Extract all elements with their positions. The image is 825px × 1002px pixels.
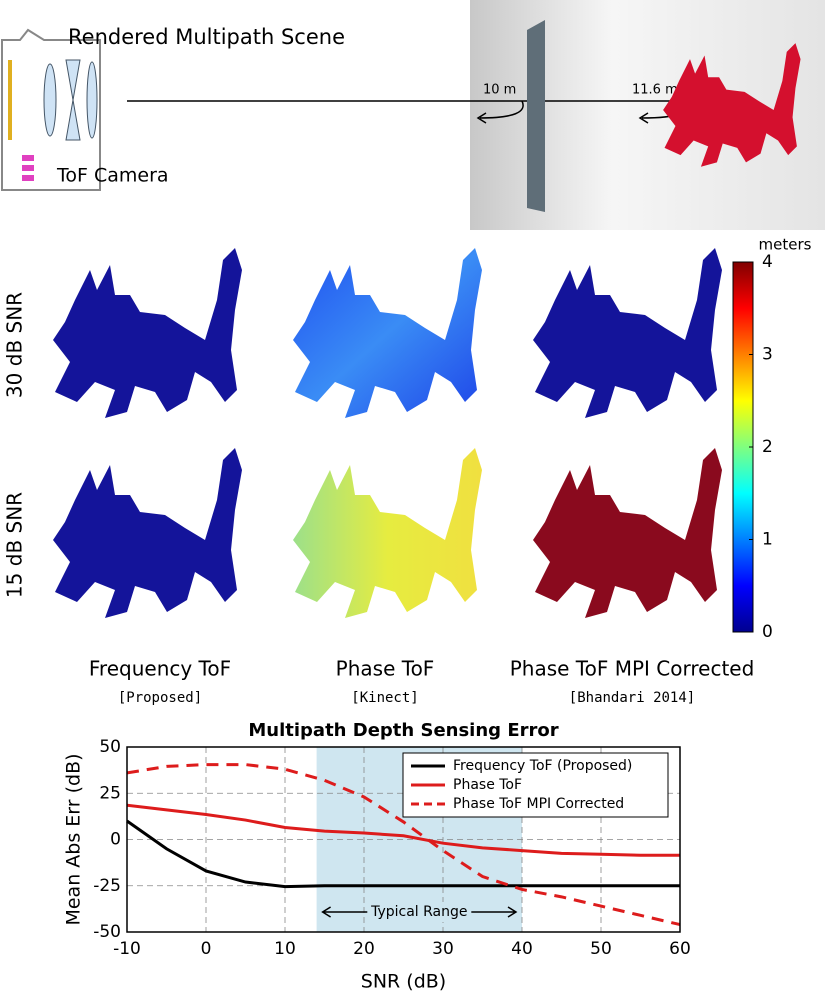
chart-title: Multipath Depth Sensing Error xyxy=(248,720,558,741)
column-note: [Bhandari 2014] xyxy=(569,690,695,706)
wall-distance: 10 m xyxy=(483,83,516,98)
y-tick-label: 50 xyxy=(99,737,121,757)
depth-map xyxy=(293,248,482,418)
plot-frame xyxy=(126,746,681,933)
legend-label: Phase ToF MPI Corrected xyxy=(453,796,624,812)
colorbar-tick-label: 3 xyxy=(762,345,773,365)
y-tick-label: 25 xyxy=(99,783,121,803)
y-tick-label: 0 xyxy=(110,830,121,850)
colorbar-tick-label: 4 xyxy=(762,252,773,272)
object-distance: 11.6 m xyxy=(632,83,678,98)
y-tick-label: -25 xyxy=(93,876,121,896)
row-label: 15 dB SNR xyxy=(3,492,27,598)
colorbar-label: meters xyxy=(759,236,812,254)
x-tick-label: 10 xyxy=(274,939,296,959)
row-label: 30 dB SNR xyxy=(3,292,27,398)
depth-map xyxy=(53,448,242,618)
depth-map xyxy=(53,248,242,418)
lens xyxy=(65,59,81,141)
annotation-bg xyxy=(367,902,472,922)
x-axis-label: SNR (dB) xyxy=(361,971,446,993)
x-tick-label: -10 xyxy=(113,939,141,959)
depth-map xyxy=(533,448,722,618)
lens xyxy=(43,63,57,137)
camera-label: ToF Camera xyxy=(56,165,169,187)
x-tick-label: 30 xyxy=(432,939,454,959)
x-tick-label: 50 xyxy=(590,939,612,959)
colorbar-tick-label: 2 xyxy=(762,437,773,457)
annotation: Typical Range xyxy=(370,904,467,920)
column-note: [Proposed] xyxy=(118,690,202,706)
camera-sensor xyxy=(8,60,12,140)
wall xyxy=(527,20,545,212)
series-line xyxy=(126,763,681,927)
arrow xyxy=(476,100,524,124)
column-title: Phase ToF MPI Corrected xyxy=(510,657,755,681)
lens xyxy=(86,61,98,139)
legend-box xyxy=(402,752,669,818)
y-tick-label: -50 xyxy=(93,922,121,942)
depth-map xyxy=(533,248,722,418)
series-line xyxy=(126,819,680,889)
x-tick-label: 60 xyxy=(669,939,691,959)
x-tick-label: 20 xyxy=(353,939,375,959)
column-title: Frequency ToF xyxy=(89,657,231,681)
x-tick-label: 40 xyxy=(511,939,533,959)
colorbar-tick-label: 1 xyxy=(762,530,773,550)
scene-title: Rendered Multipath Scene xyxy=(68,25,345,49)
column-title: Phase ToF xyxy=(336,657,435,681)
legend-label: Phase ToF xyxy=(453,777,522,793)
series-line xyxy=(126,803,680,857)
column-note: [Kinect] xyxy=(351,690,418,706)
colorbar-tick-label: 0 xyxy=(762,622,773,642)
leds xyxy=(22,155,34,181)
depth-map xyxy=(293,448,482,618)
y-axis-label: Mean Abs Err (dB) xyxy=(63,753,85,925)
x-tick-label: 0 xyxy=(201,939,212,959)
legend-label: Frequency ToF (Proposed) xyxy=(453,758,632,774)
